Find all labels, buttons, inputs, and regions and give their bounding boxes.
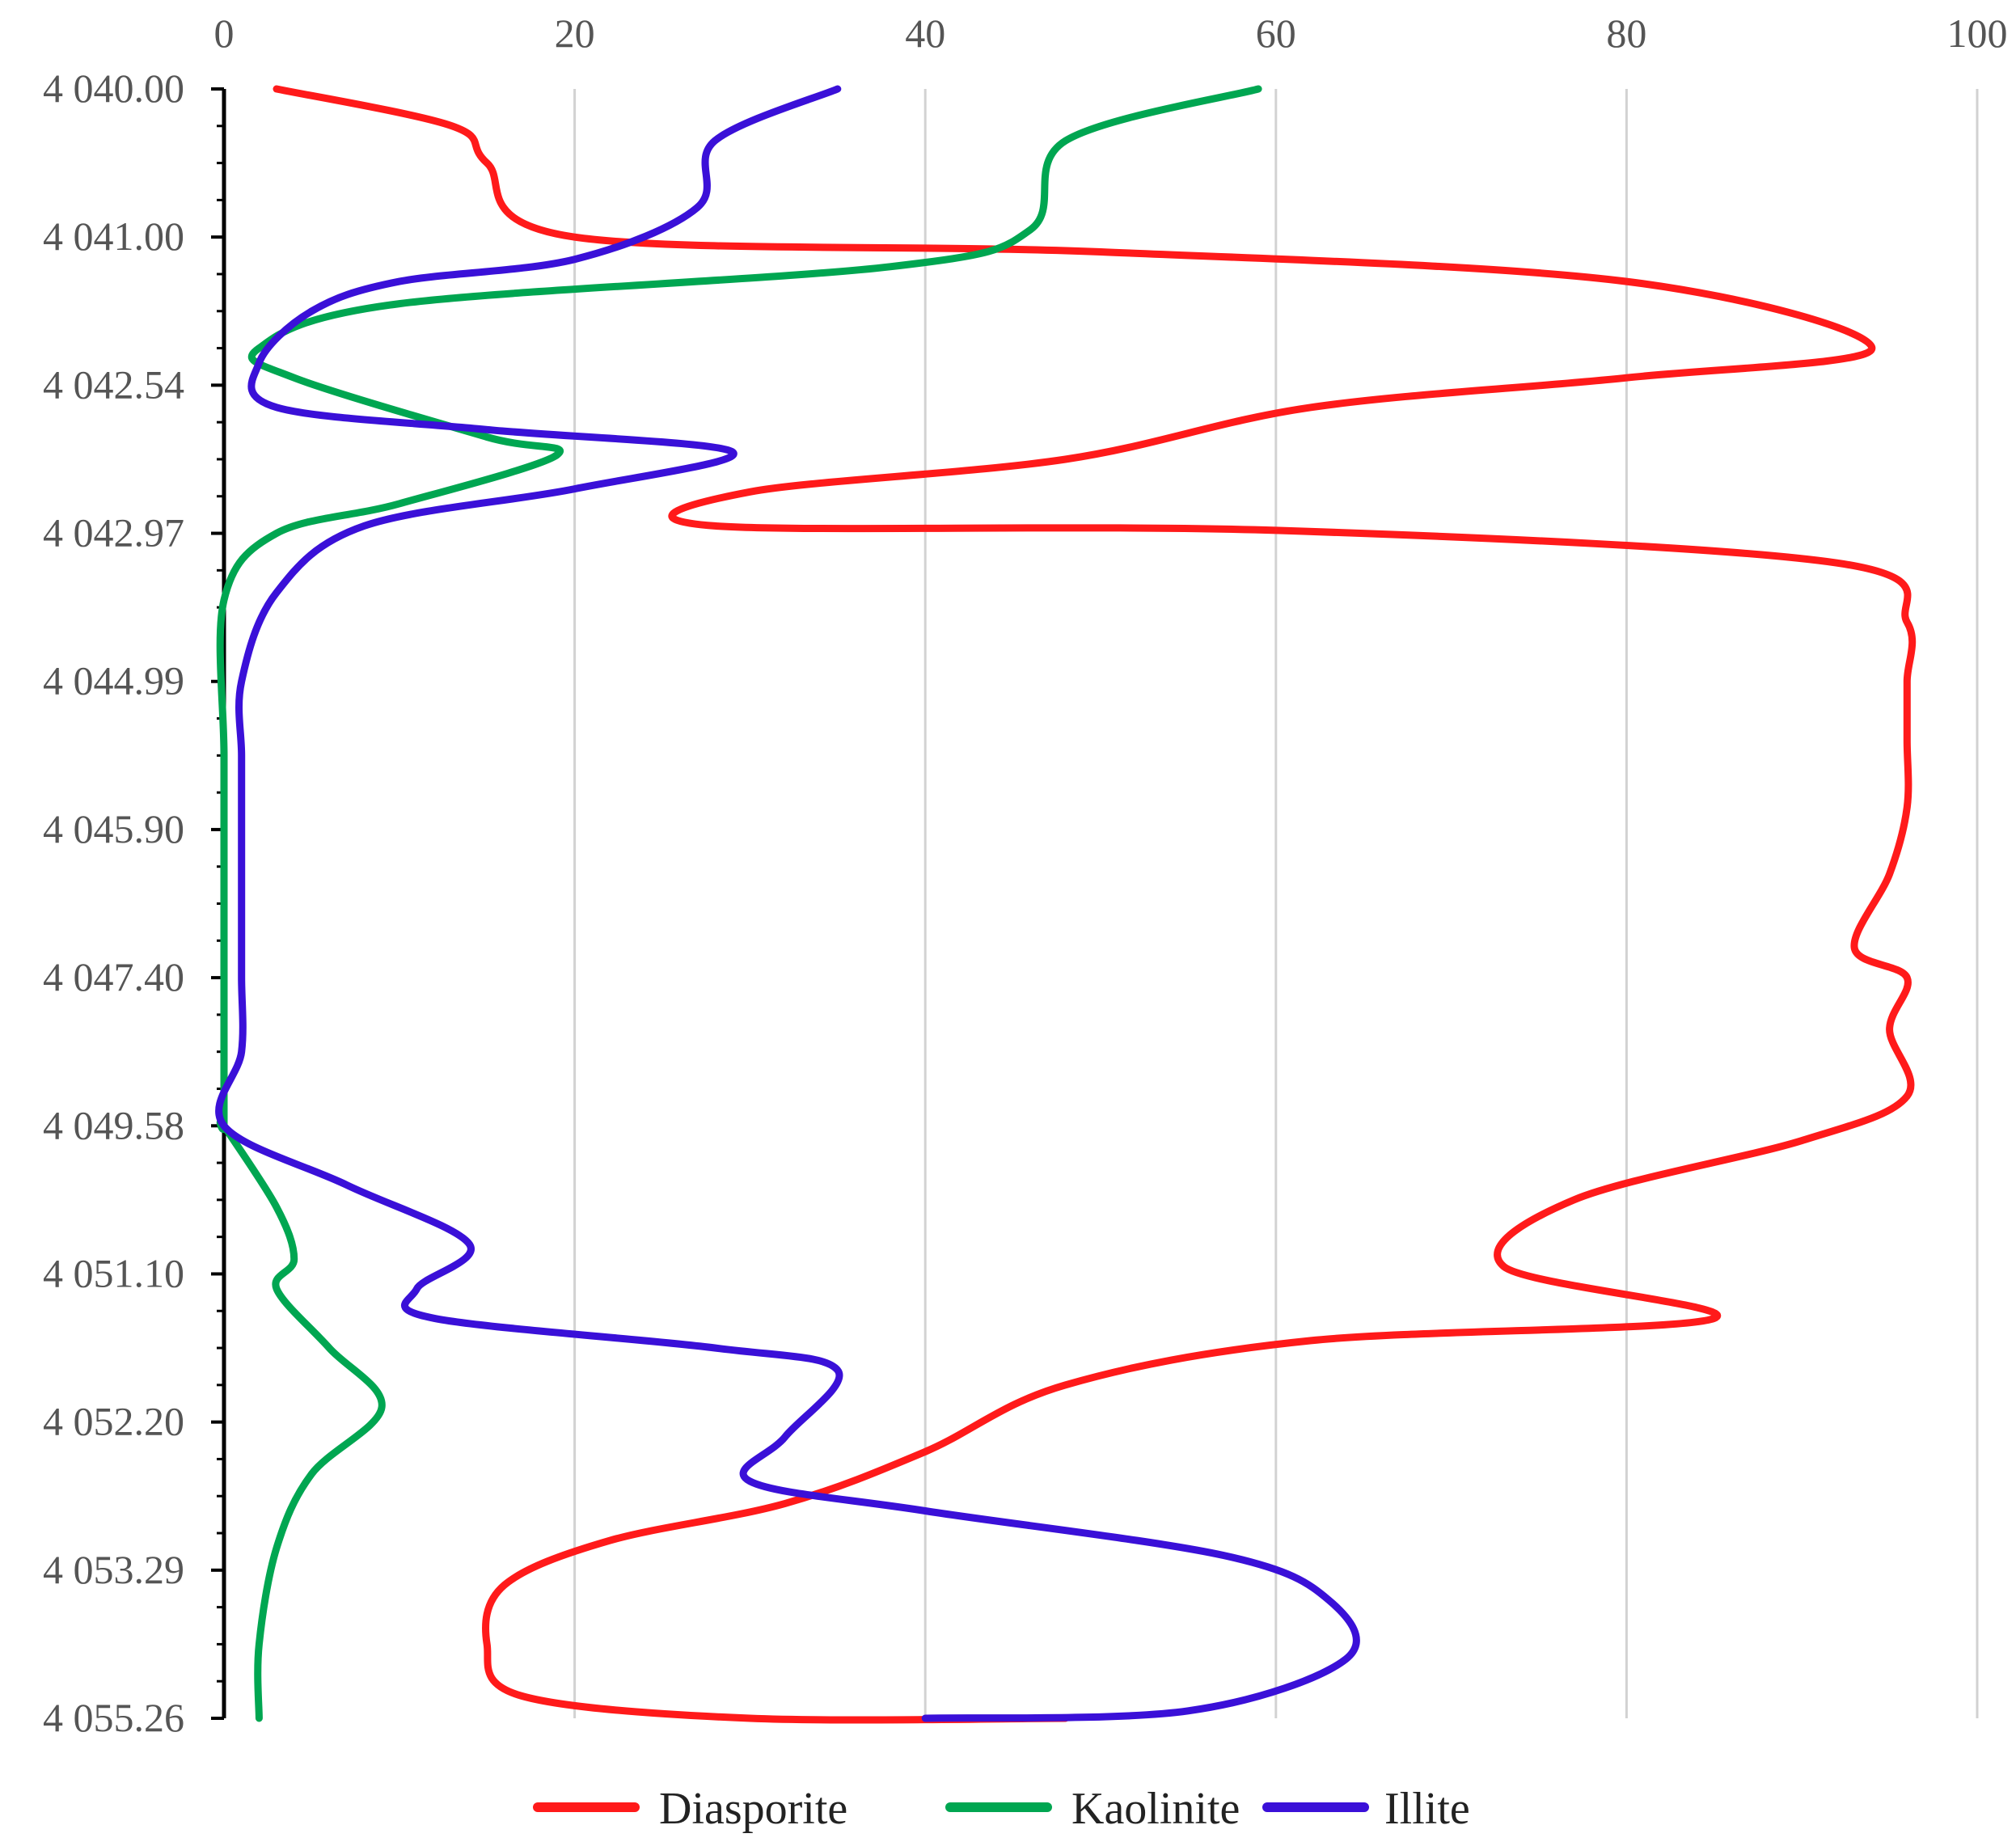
y-tick-label: 4 045.90 (43, 806, 184, 851)
grid-lines (573, 89, 1979, 1718)
x-tick-label: 60 (1256, 11, 1296, 56)
y-tick-label: 4 042.54 (43, 361, 184, 407)
series-lines (215, 85, 1917, 1724)
series-line-illite (215, 85, 1360, 1722)
y-tick-label: 4 044.99 (43, 658, 184, 703)
legend-label-kaolinite: Kaolinite (1071, 1784, 1240, 1834)
y-tick-label: 4 055.26 (43, 1695, 184, 1740)
series-line-kaolinite (216, 85, 1262, 1722)
legend-label-diasporite: Diasporite (659, 1784, 847, 1834)
y-tick-label: 4 052.20 (43, 1399, 184, 1444)
y-tick-label: 4 040.00 (43, 65, 184, 111)
x-tick-label: 100 (1947, 11, 2008, 56)
legend-label-illite: Illite (1384, 1784, 1470, 1834)
x-tick-label: 20 (555, 11, 595, 56)
y-tick-label: 4 051.10 (43, 1250, 184, 1295)
x-tick-label: 40 (905, 11, 945, 56)
y-tick-label: 4 047.40 (43, 954, 184, 999)
x-tick-label: 80 (1606, 11, 1646, 56)
x-tick-label: 0 (214, 11, 235, 56)
x-axis-tick-labels: 0 20 40 60 80 100 (214, 11, 2008, 56)
y-tick-label: 4 049.58 (43, 1102, 184, 1147)
y-tick-label: 4 042.97 (43, 510, 184, 556)
legend: Diasporite Kaolinite Illite (533, 1784, 1470, 1834)
y-tick-label: 4 041.00 (43, 213, 184, 259)
y-axis-tick-labels: 4 040.00 4 041.00 4 042.54 4 042.97 4 044.99… (43, 65, 184, 1740)
series-line-diasporite (273, 85, 1917, 1724)
y-tick-label: 4 053.29 (43, 1547, 184, 1592)
